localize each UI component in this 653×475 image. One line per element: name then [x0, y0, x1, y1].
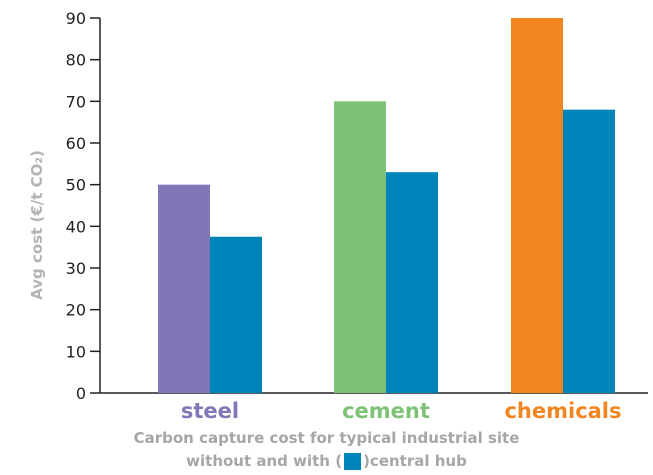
bar-chemicals: [511, 18, 563, 393]
bar-steel: [158, 184, 210, 393]
y-tick-label: 90: [66, 9, 86, 28]
bar-cement-hub: [386, 172, 438, 393]
bars: [158, 18, 615, 394]
y-tick-label: 50: [66, 176, 86, 195]
y-tick-label: 40: [66, 217, 86, 236]
y-axis-label: Avg cost (€/t CO₂): [28, 150, 46, 300]
category-label-chemicals: chemicals: [504, 399, 621, 423]
caption-line-2-end: )central hub: [363, 452, 467, 470]
bar-chemicals-hub: [563, 109, 615, 394]
y-tick-label: 70: [66, 92, 86, 111]
caption-line-2-start: without and with (: [186, 452, 343, 470]
bar-cement: [334, 101, 386, 393]
y-tick-label: 10: [66, 342, 86, 361]
y-tick-label: 0: [76, 384, 86, 403]
caption-line-1: Carbon capture cost for typical industri…: [133, 429, 520, 447]
y-tick-label: 60: [66, 134, 86, 153]
category-label-cement: cement: [342, 399, 430, 423]
y-ticks: 0 10 20 30 40 50 60 70 80 90: [66, 9, 100, 403]
y-tick-label: 30: [66, 259, 86, 278]
caption-line-2: without and with ( )central hub: [0, 452, 653, 470]
bar-steel-hub: [210, 236, 262, 393]
y-tick-label: 20: [66, 301, 86, 320]
bar-chart: 0 10 20 30 40 50 60 70 80 90 steel cement chemicals…: [28, 9, 648, 423]
central-hub-swatch-icon: [344, 452, 362, 470]
y-tick-label: 80: [66, 51, 86, 70]
category-labels: steel cement chemicals: [181, 399, 622, 423]
category-label-steel: steel: [181, 399, 239, 423]
